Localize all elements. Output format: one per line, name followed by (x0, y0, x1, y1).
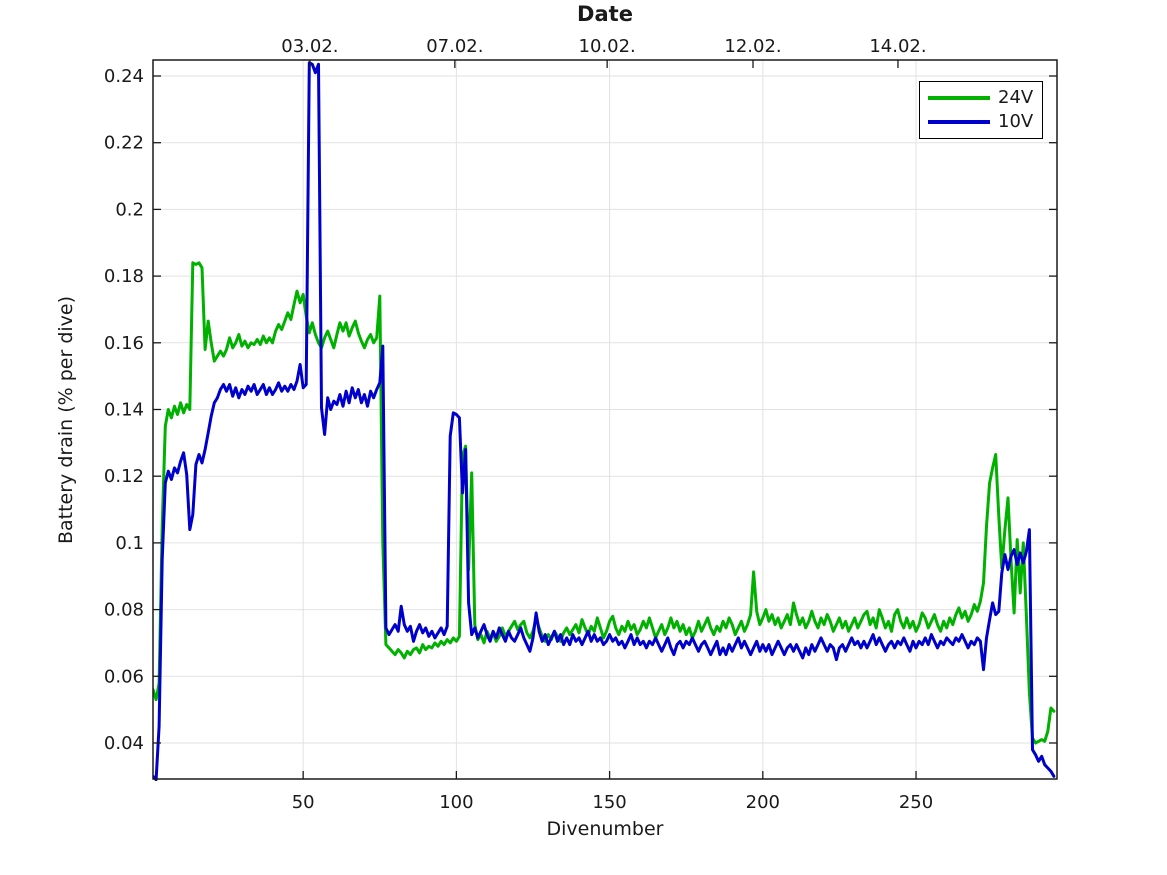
y-tick-label: 0.12 (104, 466, 144, 487)
x-tick-label-bottom: 100 (439, 792, 473, 813)
series-10v-line (153, 61, 1056, 781)
x-tick-label-top: 10.02. (579, 36, 636, 57)
series-24v-line (153, 261, 1056, 745)
x-tick-label-bottom: 250 (899, 792, 933, 813)
x-axis-label: Divenumber (546, 818, 664, 840)
legend-entry-24v: 24V (928, 86, 1042, 108)
axes-box (152, 59, 1058, 780)
y-tick-label: 0.14 (104, 399, 144, 420)
x-tick-label-top: 03.02. (281, 36, 338, 57)
top-axis-title: Date (577, 2, 633, 26)
y-tick-label: 0.1 (115, 533, 144, 554)
legend-line-swatch-24v (928, 95, 990, 100)
legend: 24V 10V (919, 81, 1043, 139)
x-tick-label-top: 07.02. (426, 36, 483, 57)
y-tick-label: 0.06 (104, 666, 144, 687)
x-tick-label-bottom: 150 (592, 792, 626, 813)
y-tick-label: 0.22 (104, 133, 144, 154)
y-tick-label: 0.04 (104, 733, 144, 754)
x-tick-label-top: 14.02. (869, 36, 926, 57)
y-axis-label: Battery drain (% per dive) (55, 295, 77, 545)
legend-label-24v: 24V (998, 86, 1034, 108)
x-tick-label-bottom: 50 (292, 792, 315, 813)
y-tick-label: 0.08 (104, 600, 144, 621)
y-tick-label: 0.24 (104, 66, 144, 87)
legend-label-10v: 10V (998, 111, 1034, 133)
legend-line-swatch-10v (928, 120, 990, 125)
x-tick-label-bottom: 200 (746, 792, 780, 813)
y-tick-label: 0.2 (115, 199, 144, 220)
x-tick-label-top: 12.02. (724, 36, 781, 57)
legend-entry-10v: 10V (928, 113, 1042, 131)
y-tick-label: 0.16 (104, 333, 144, 354)
y-tick-label: 0.18 (104, 266, 144, 287)
